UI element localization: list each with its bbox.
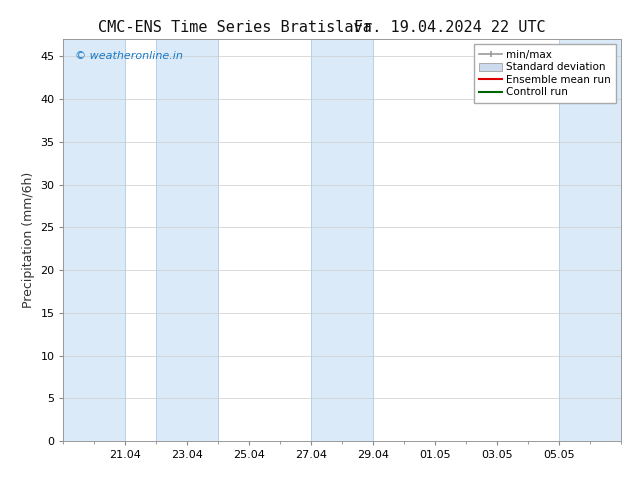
Text: CMC-ENS Time Series Bratislava: CMC-ENS Time Series Bratislava [98,20,372,35]
Bar [157,39,218,441]
Text: © weatheronline.in: © weatheronline.in [75,51,183,61]
Legend: min/max, Standard deviation, Ensemble mean run, Controll run: min/max, Standard deviation, Ensemble me… [474,45,616,102]
Text: Fr. 19.04.2024 22 UTC: Fr. 19.04.2024 22 UTC [354,20,546,35]
Bar [311,39,373,441]
Y-axis label: Precipitation (mm/6h): Precipitation (mm/6h) [22,172,35,308]
Bar [63,39,126,441]
Bar [559,39,621,441]
